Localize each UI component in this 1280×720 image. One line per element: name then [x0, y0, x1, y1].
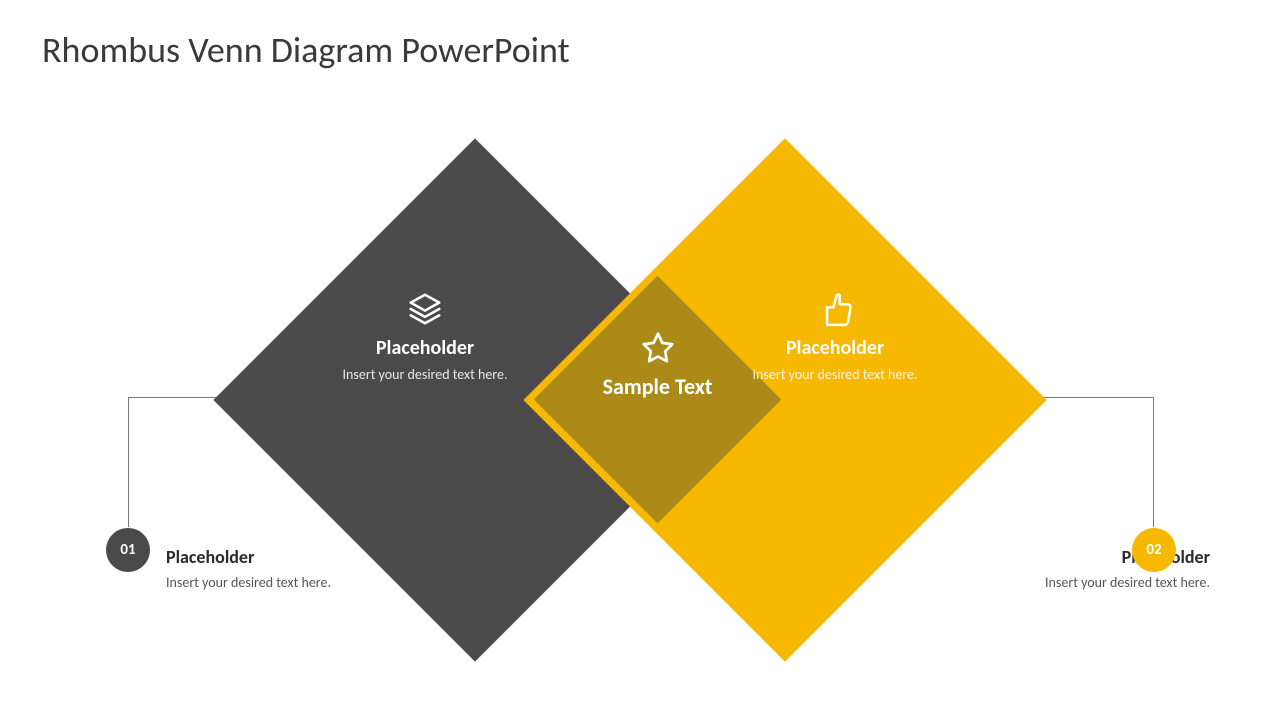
callout-left-label: Placeholder	[166, 546, 366, 568]
layers-icon	[330, 290, 520, 328]
badge-01: 01	[106, 528, 150, 572]
star-icon	[575, 330, 740, 366]
left-label: Placeholder	[330, 336, 520, 360]
venn-diagram: Placeholder Insert your desired text her…	[0, 0, 1280, 720]
badge-02: 02	[1132, 528, 1176, 572]
callout-right-label: Placeholder	[1010, 546, 1210, 568]
callout-right-desc: Insert your desired text here.	[1010, 574, 1210, 593]
right-desc: Insert your desired text here.	[740, 366, 930, 385]
callout-left-desc: Insert your desired text here.	[166, 574, 366, 593]
thumbs-up-icon	[740, 290, 930, 328]
right-block: Placeholder Insert your desired text her…	[740, 290, 930, 385]
left-desc: Insert your desired text here.	[330, 366, 520, 385]
right-label: Placeholder	[740, 336, 930, 360]
center-block: Sample Text	[575, 330, 740, 406]
callout-right: Placeholder Insert your desired text her…	[1010, 546, 1210, 593]
left-block: Placeholder Insert your desired text her…	[330, 290, 520, 385]
callout-left: Placeholder Insert your desired text her…	[166, 546, 366, 593]
center-label: Sample Text	[575, 374, 740, 400]
